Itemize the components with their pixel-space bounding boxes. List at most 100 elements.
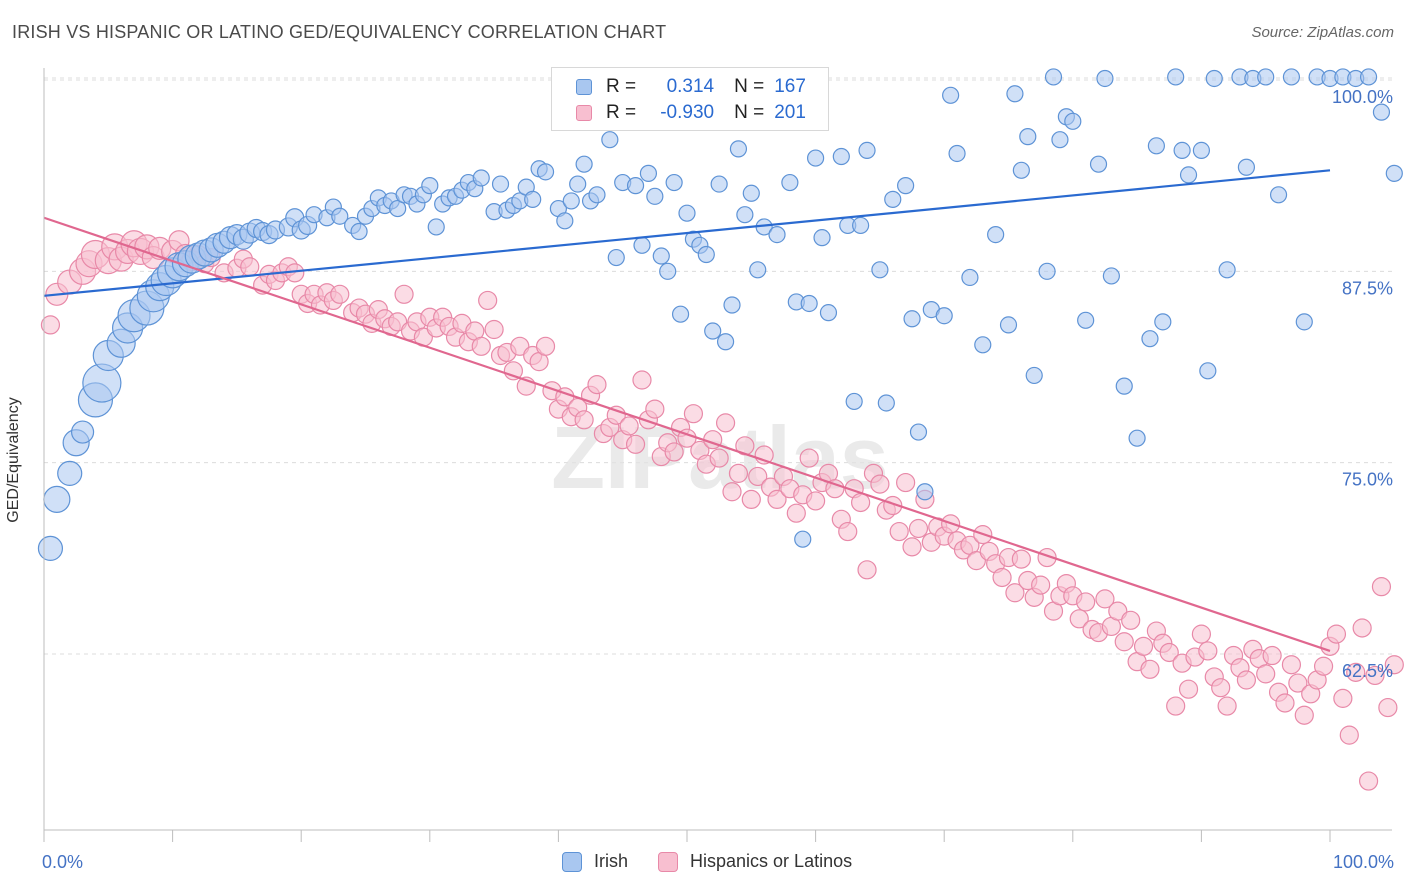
- irish-point: [942, 86, 960, 104]
- chart-title: IRISH VS HISPANIC OR LATINO GED/EQUIVALE…: [12, 22, 667, 42]
- irish-point: [1102, 267, 1120, 285]
- hispanic-point: [992, 567, 1012, 588]
- irish-point: [1141, 330, 1159, 348]
- hispanic-point: [1313, 656, 1334, 676]
- chart-source: Source: ZipAtlas.com: [1251, 24, 1394, 41]
- hispanic-point: [484, 319, 504, 340]
- hispanic-point: [574, 410, 594, 430]
- irish-point: [331, 207, 349, 225]
- irish-trend-line: [43, 169, 1331, 297]
- hispanic-point: [645, 399, 665, 419]
- hispanic-point: [908, 518, 929, 539]
- legend-item-hispanic[interactable]: Hispanics or Latinos: [658, 851, 852, 872]
- irish-point: [858, 141, 876, 160]
- hispanic-point: [471, 336, 491, 356]
- hispanic-point: [851, 492, 871, 513]
- hispanic-point: [889, 521, 909, 542]
- irish-point: [794, 530, 812, 548]
- irish-point: [1167, 68, 1185, 86]
- irish-point: [710, 175, 728, 193]
- hispanic-swatch: [576, 105, 592, 121]
- hispanic-point: [683, 404, 704, 424]
- irish-point: [781, 173, 799, 192]
- irish-point: [57, 460, 83, 486]
- irish-n-label: N =: [734, 76, 765, 97]
- irish-point: [1295, 313, 1313, 331]
- hispanic-point: [1288, 673, 1308, 693]
- hispanic-point: [1191, 624, 1212, 644]
- hispanic-point: [535, 336, 556, 356]
- hispanic-point: [799, 448, 819, 468]
- hispanic-point: [606, 405, 626, 425]
- irish-point: [916, 483, 934, 501]
- irish-point: [70, 420, 95, 444]
- irish-point: [1089, 155, 1108, 173]
- hispanic-point: [1005, 583, 1025, 603]
- irish-point: [704, 322, 722, 340]
- x-tick-label-max: 100.0%: [1332, 852, 1394, 872]
- hispanic-point: [1371, 577, 1392, 597]
- irish-point: [1044, 68, 1063, 86]
- irish-point: [729, 140, 748, 158]
- irish-point: [742, 184, 760, 202]
- irish-point: [421, 177, 439, 195]
- hispanic-point: [1133, 636, 1154, 656]
- y-tick-label: 87.5%: [1342, 278, 1393, 298]
- irish-point: [716, 333, 735, 351]
- hispanic-point: [1262, 645, 1282, 666]
- irish-point: [1147, 137, 1165, 155]
- irish-point: [1019, 128, 1037, 146]
- irish-point: [671, 305, 690, 323]
- irish-point: [43, 485, 71, 514]
- irish-point: [1205, 69, 1223, 88]
- irish-points: [37, 68, 1403, 561]
- hispanic-point: [1365, 665, 1385, 686]
- irish-point: [601, 131, 619, 149]
- irish-point: [697, 245, 715, 264]
- hispanic-point: [632, 370, 652, 390]
- irish-point: [1237, 158, 1256, 176]
- hispanic-point: [825, 479, 845, 499]
- axis-layer: 100.0% 87.5% 75.0% 62.5%: [43, 68, 1393, 842]
- irish-point: [524, 190, 542, 208]
- hispanic-point: [1339, 725, 1359, 745]
- irish-point: [884, 190, 902, 208]
- hispanic-point: [40, 315, 61, 335]
- hispanic-point: [1294, 705, 1314, 725]
- irish-point: [1154, 313, 1172, 331]
- hispanic-n-label: N =: [734, 102, 765, 123]
- irish-point: [1077, 311, 1095, 329]
- irish-point: [588, 186, 606, 204]
- hispanic-point: [625, 434, 646, 454]
- trend-lines: [43, 169, 1331, 652]
- irish-legend-swatch: [562, 851, 582, 872]
- hispanic-point: [722, 482, 742, 502]
- irish-point: [350, 222, 368, 241]
- hispanic-point: [1384, 655, 1404, 675]
- hispanic-point: [1281, 655, 1302, 675]
- legend-row-hispanic: R = -0.930 N = 201: [576, 100, 806, 126]
- irish-point: [723, 296, 741, 314]
- hispanic-legend-swatch: [658, 851, 679, 872]
- legend-item-irish[interactable]: Irish: [562, 851, 628, 872]
- hispanic-point: [1198, 641, 1218, 661]
- irish-point: [472, 169, 490, 187]
- y-tick-label: 100.0%: [1332, 87, 1393, 107]
- irish-point: [562, 192, 580, 210]
- irish-point: [1173, 141, 1191, 160]
- irish-point: [999, 316, 1018, 334]
- hispanic-point: [709, 448, 729, 468]
- hispanic-point: [1159, 642, 1179, 663]
- irish-point: [903, 310, 921, 328]
- irish-point: [536, 163, 555, 181]
- hispanic-point: [1326, 624, 1347, 644]
- irish-point: [832, 147, 850, 166]
- irish-point: [852, 216, 870, 235]
- irish-point: [389, 199, 407, 218]
- irish-point: [987, 225, 1005, 244]
- irish-point: [961, 268, 979, 287]
- hispanic-point: [805, 491, 826, 511]
- irish-point: [877, 394, 895, 412]
- grid-layer: [44, 77, 1392, 655]
- hispanic-point: [1178, 679, 1199, 699]
